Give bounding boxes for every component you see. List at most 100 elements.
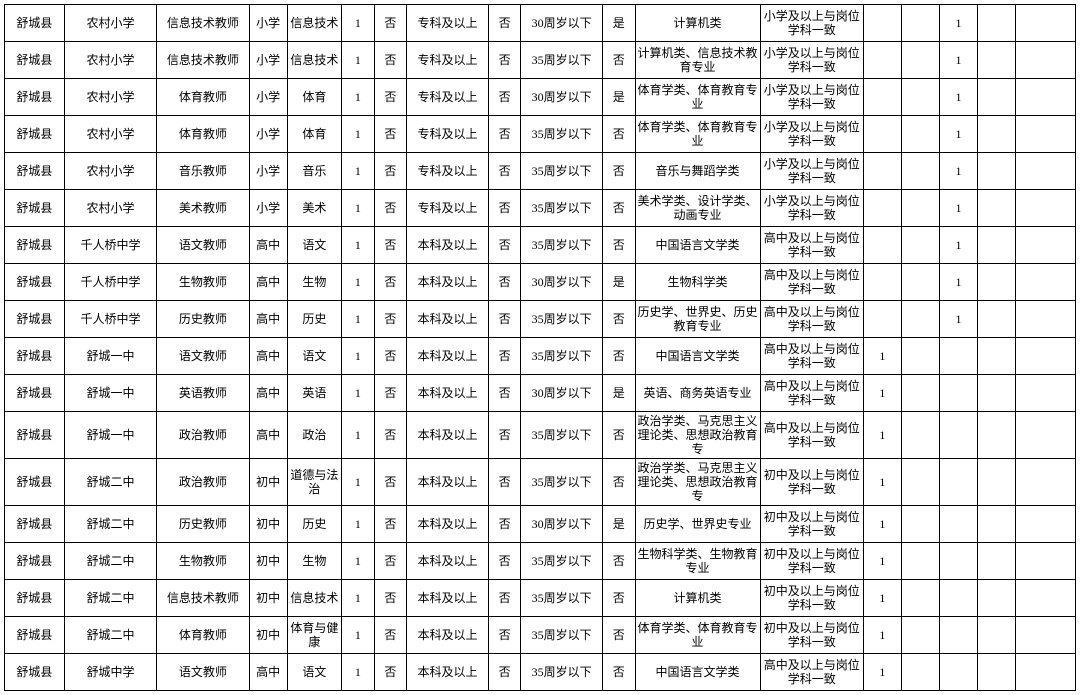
table-row: 舒城县农村小学体育教师小学体育1否专科及以上否35周岁以下否体育学类、体育教育专… (5, 116, 1076, 153)
table-cell: 否 (374, 459, 407, 506)
table-cell: 是 (602, 375, 635, 412)
table-cell: 1 (342, 412, 375, 459)
table-cell: 千人桥中学 (64, 227, 156, 264)
table-cell: 1 (342, 375, 375, 412)
table-row: 舒城县农村小学体育教师小学体育1否专科及以上否30周岁以下是体育学类、体育教育专… (5, 79, 1076, 116)
table-cell: 35周岁以下 (521, 42, 603, 79)
table-cell: 专科及以上 (407, 116, 489, 153)
table-cell: 1 (863, 375, 901, 412)
table-cell: 否 (374, 301, 407, 338)
table-cell: 美术 (287, 190, 341, 227)
table-cell: 初中 (249, 459, 287, 506)
table-cell (1016, 79, 1076, 116)
table-cell: 否 (602, 338, 635, 375)
table-cell: 舒城县 (5, 412, 65, 459)
table-cell: 高中及以上与岗位学科一致 (760, 227, 863, 264)
table-cell: 信息技术教师 (157, 42, 249, 79)
table-cell: 否 (374, 580, 407, 617)
table-cell: 舒城县 (5, 301, 65, 338)
table-cell: 语文教师 (157, 654, 249, 691)
table-cell: 舒城县 (5, 227, 65, 264)
table-cell: 1 (863, 543, 901, 580)
table-cell (1016, 116, 1076, 153)
table-cell: 中国语言文学类 (635, 227, 760, 264)
table-cell: 道德与法治 (287, 459, 341, 506)
table-row: 舒城县舒城中学语文教师高中语文1否本科及以上否35周岁以下否中国语言文学类高中及… (5, 654, 1076, 691)
table-cell: 信息技术 (287, 5, 341, 42)
table-row: 舒城县千人桥中学语文教师高中语文1否本科及以上否35周岁以下否中国语言文学类高中… (5, 227, 1076, 264)
table-row: 舒城县农村小学音乐教师小学音乐1否专科及以上否35周岁以下否音乐与舞蹈学类小学及… (5, 153, 1076, 190)
table-cell (1016, 190, 1076, 227)
table-cell: 历史教师 (157, 301, 249, 338)
table-cell: 专科及以上 (407, 79, 489, 116)
table-cell: 否 (488, 264, 521, 301)
table-cell: 1 (342, 190, 375, 227)
table-cell: 否 (602, 190, 635, 227)
table-cell: 30周岁以下 (521, 5, 603, 42)
table-cell: 1 (863, 617, 901, 654)
table-cell (978, 227, 1016, 264)
table-row: 舒城县千人桥中学生物教师高中生物1否本科及以上否30周岁以下是生物科学类高中及以… (5, 264, 1076, 301)
table-cell (863, 79, 901, 116)
table-cell: 舒城二中 (64, 617, 156, 654)
table-cell (901, 580, 939, 617)
table-cell: 否 (602, 227, 635, 264)
table-cell: 历史学、世界史专业 (635, 506, 760, 543)
table-cell: 计算机类、信息技术教育专业 (635, 42, 760, 79)
table-cell: 初中 (249, 506, 287, 543)
table-cell: 信息技术 (287, 42, 341, 79)
table-cell: 1 (342, 264, 375, 301)
table-cell: 1 (342, 580, 375, 617)
table-cell: 1 (863, 580, 901, 617)
table-cell: 否 (374, 506, 407, 543)
table-cell: 小学及以上与岗位学科一致 (760, 116, 863, 153)
table-cell: 小学及以上与岗位学科一致 (760, 190, 863, 227)
table-cell: 高中 (249, 338, 287, 375)
table-cell: 1 (863, 459, 901, 506)
table-cell (901, 617, 939, 654)
table-cell: 历史 (287, 506, 341, 543)
table-cell (1016, 375, 1076, 412)
table-cell: 35周岁以下 (521, 116, 603, 153)
table-cell: 舒城县 (5, 79, 65, 116)
table-cell: 否 (488, 506, 521, 543)
table-cell: 音乐与舞蹈学类 (635, 153, 760, 190)
table-cell (939, 654, 977, 691)
table-cell: 否 (602, 42, 635, 79)
table-cell (901, 301, 939, 338)
table-cell (978, 301, 1016, 338)
table-cell (863, 153, 901, 190)
table-cell (939, 580, 977, 617)
table-cell: 舒城二中 (64, 580, 156, 617)
table-cell: 1 (863, 338, 901, 375)
table-cell: 专科及以上 (407, 42, 489, 79)
table-cell: 舒城一中 (64, 412, 156, 459)
table-cell (901, 79, 939, 116)
table-cell: 初中及以上与岗位学科一致 (760, 506, 863, 543)
table-cell: 舒城县 (5, 459, 65, 506)
table-cell: 否 (488, 617, 521, 654)
table-cell: 35周岁以下 (521, 580, 603, 617)
table-cell (939, 375, 977, 412)
table-cell: 否 (374, 617, 407, 654)
table-cell: 高中及以上与岗位学科一致 (760, 412, 863, 459)
table-cell: 否 (374, 654, 407, 691)
table-cell: 政治教师 (157, 459, 249, 506)
table-cell: 舒城县 (5, 654, 65, 691)
table-cell: 舒城县 (5, 116, 65, 153)
table-cell: 千人桥中学 (64, 301, 156, 338)
table-cell (1016, 338, 1076, 375)
table-cell: 舒城县 (5, 543, 65, 580)
table-cell (901, 375, 939, 412)
table-cell: 否 (374, 338, 407, 375)
recruitment-table: 舒城县农村小学信息技术教师小学信息技术1否专科及以上否30周岁以下是计算机类小学… (4, 4, 1076, 691)
table-row: 舒城县舒城二中信息技术教师初中信息技术1否本科及以上否35周岁以下否计算机类初中… (5, 580, 1076, 617)
table-cell: 小学 (249, 42, 287, 79)
table-cell: 否 (488, 459, 521, 506)
table-cell (901, 543, 939, 580)
table-cell: 1 (342, 5, 375, 42)
table-cell (939, 617, 977, 654)
table-cell: 农村小学 (64, 5, 156, 42)
table-cell: 本科及以上 (407, 506, 489, 543)
table-cell (901, 153, 939, 190)
